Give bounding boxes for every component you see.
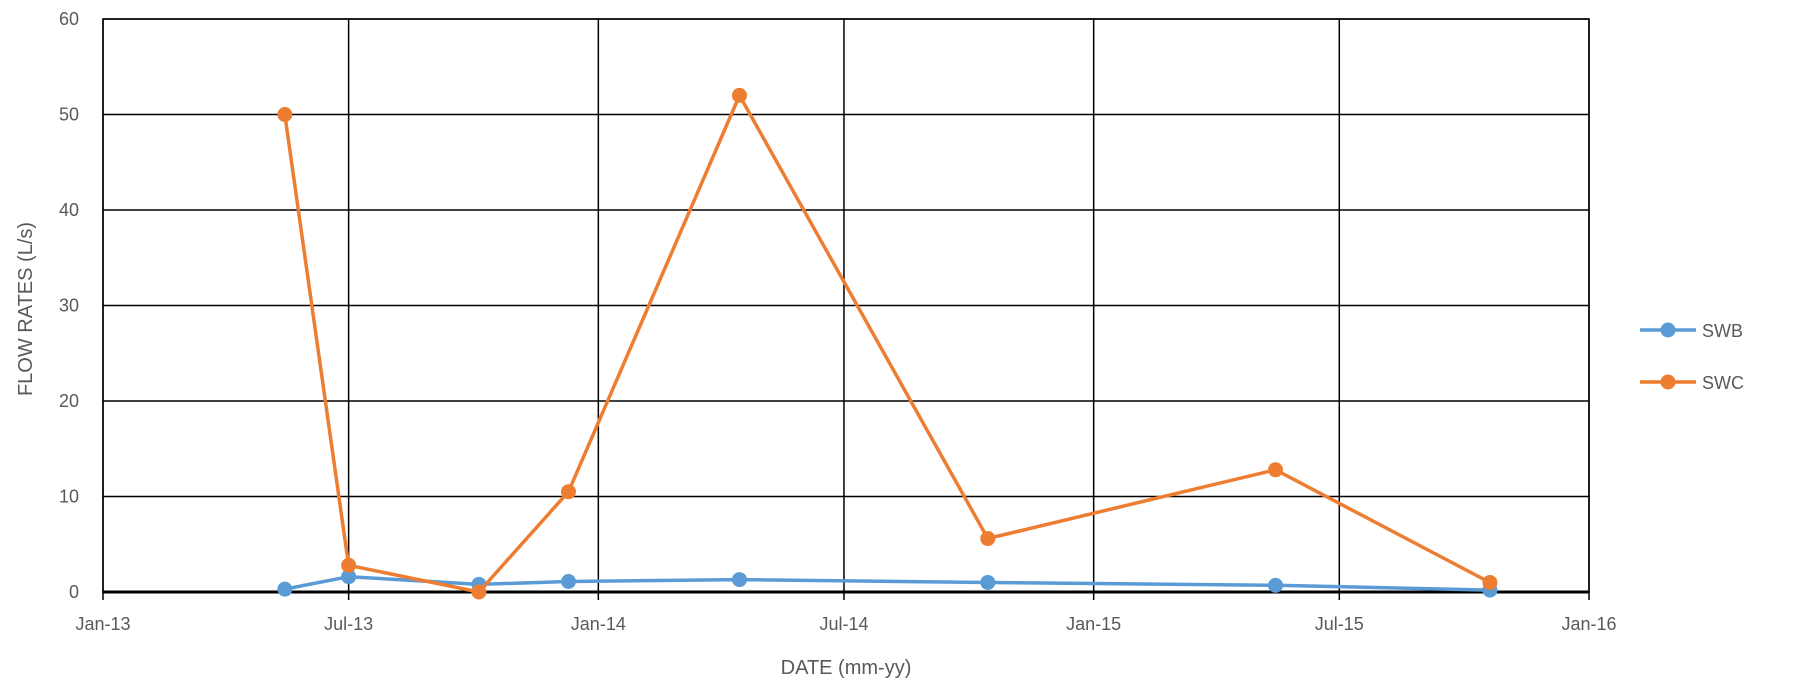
legend-label-swb: SWB (1702, 321, 1743, 341)
data-point-swb (1268, 577, 1284, 593)
y-tick-label: 60 (59, 9, 79, 29)
y-tick-label: 30 (59, 296, 79, 316)
legend-label-swc: SWC (1702, 373, 1744, 393)
data-point-swc (1268, 462, 1284, 478)
x-axis: Jan-13 Jul-13 Jan-14 Jul-14 Jan-15 Jul-15 Jan-… (75, 590, 1617, 634)
y-tick-label: 50 (59, 105, 79, 125)
x-axis-title: DATE (mm-yy) (781, 657, 912, 679)
data-point-swc (471, 584, 487, 600)
legend-marker-swb (1660, 322, 1676, 338)
y-axis-title: FLOW RATES (L/s) (15, 222, 37, 396)
data-point-swc (1482, 574, 1498, 590)
grid (102, 18, 1590, 593)
data-point-swc (277, 107, 293, 122)
series-line-swb (284, 574, 1490, 592)
series-line-swc (283, 93, 1491, 594)
x-tick-label: Jul-13 (324, 614, 373, 634)
x-tick-label: Jan-13 (75, 614, 130, 634)
y-axis: 0 10 20 30 40 50 60 (59, 9, 79, 602)
data-point-swc (560, 484, 576, 500)
x-tick-label: Jan-16 (1561, 614, 1616, 634)
series-group (277, 87, 1498, 600)
legend-marker-swc (1660, 374, 1676, 390)
y-tick-label: 40 (59, 200, 79, 220)
data-point-swb (980, 574, 996, 590)
x-tick-label: Jul-14 (819, 614, 868, 634)
data-point-swb (560, 573, 576, 589)
data-point-swb (341, 569, 357, 585)
data-point-swc (980, 531, 996, 547)
y-tick-label: 20 (59, 391, 79, 411)
data-point-swb (731, 572, 747, 588)
x-tick-label: Jan-15 (1066, 614, 1121, 634)
x-tick-label: Jul-15 (1315, 614, 1364, 634)
data-point-swc (341, 557, 357, 573)
y-tick-label: 0 (69, 582, 79, 602)
x-tick-label: Jan-14 (571, 614, 626, 634)
y-tick-label: 10 (59, 487, 79, 507)
legend: SWB SWC (1640, 321, 1744, 393)
data-point-swc (731, 87, 747, 103)
data-point-swb (277, 581, 293, 597)
